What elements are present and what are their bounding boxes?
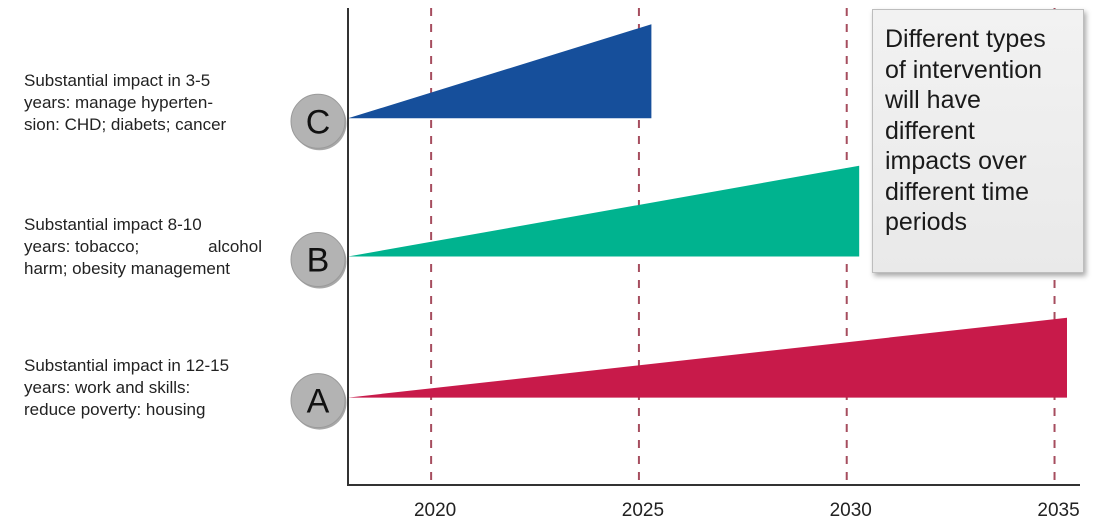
wedge-a xyxy=(348,317,1067,398)
row-desc-a-line-3: reduce poverty: housing xyxy=(24,400,206,419)
marker-a xyxy=(290,373,346,429)
x-tick-label-2035: 2035 xyxy=(1037,500,1079,521)
marker-letter-a: A xyxy=(307,383,330,421)
series-markers: C B A xyxy=(290,93,347,430)
x-tick-label-2020: 2020 xyxy=(414,500,456,521)
series-wedges xyxy=(348,24,1067,398)
callout-line-3: will have xyxy=(885,86,981,114)
row-desc-a: Substantial impact in 12-15 years: work … xyxy=(24,355,274,421)
wedge-c xyxy=(348,24,652,119)
x-tick-label-2025: 2025 xyxy=(622,500,664,521)
annotation-callout: Different types of intervention will hav… xyxy=(872,9,1084,273)
wedge-b xyxy=(348,165,860,257)
callout-line-2: of intervention xyxy=(885,55,1043,84)
row-desc-b-line-2: years: tobacco; alcohol xyxy=(24,236,262,258)
x-tick-labels: 2020 2025 2030 2035 xyxy=(414,500,1080,521)
callout-line-6: different time xyxy=(885,177,1030,206)
row-desc-c: Substantial impact in 3-5 years: manage … xyxy=(24,70,274,136)
row-desc-c-line-3: sion: CHD; diabets; cancer xyxy=(24,115,227,134)
row-desc-b-line-3: harm; obesity management xyxy=(24,259,230,278)
row-desc-c-line-2: years: manage hyperten- xyxy=(24,93,213,112)
callout-line-1: Different types xyxy=(885,25,1046,53)
marker-c xyxy=(290,93,346,149)
callout-line-7: periods xyxy=(885,208,967,236)
row-desc-b-line-2-left: years: tobacco; xyxy=(24,237,140,256)
marker-letter-b: B xyxy=(307,242,330,280)
row-desc-b-line-2-right: alcohol xyxy=(208,237,262,256)
row-desc-b-line-1: Substantial impact 8-10 xyxy=(24,215,202,234)
row-desc-a-line-1: Substantial impact in 12-15 xyxy=(24,356,230,375)
callout-line-4: different xyxy=(885,116,975,145)
row-desc-c-line-1: Substantial impact in 3-5 xyxy=(24,71,211,90)
row-desc-a-line-2: years: work and skills: xyxy=(24,378,191,397)
callout-line-5: impacts over xyxy=(885,147,1027,175)
row-desc-b: Substantial impact 8-10 years: tobacco; a… xyxy=(24,214,274,280)
marker-b xyxy=(290,232,346,288)
x-tick-label-2030: 2030 xyxy=(830,500,872,521)
marker-letter-c: C xyxy=(306,103,331,141)
